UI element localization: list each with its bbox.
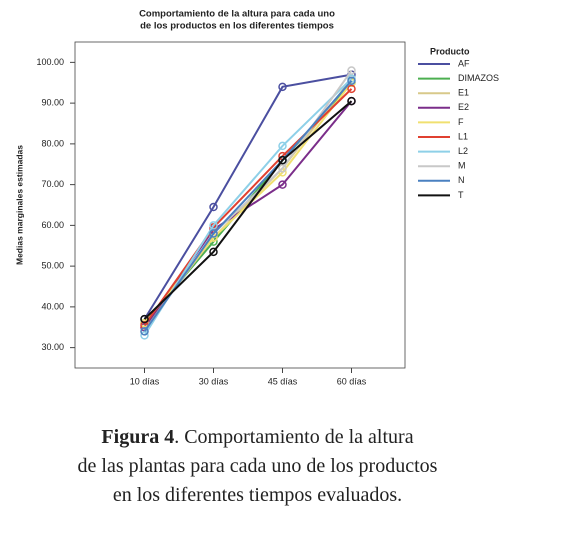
caption-text: . Comportamiento de la altura — [174, 426, 414, 448]
caption-text: de las plantas para cada uno de los prod… — [77, 455, 438, 477]
y-tick-label: 70.00 — [41, 179, 64, 189]
series-line — [143, 100, 353, 328]
legend-label: E2 — [458, 102, 469, 112]
point — [209, 229, 218, 238]
series-line — [143, 100, 353, 320]
y-tick-label: 50.00 — [41, 261, 64, 271]
point — [209, 221, 218, 230]
legend-label: T — [458, 190, 464, 200]
y-axis-label: Medias marginales estimadas — [14, 145, 24, 265]
y-tick-label: 30.00 — [41, 342, 64, 352]
series-line — [143, 73, 352, 320]
y-tick-label: 80.00 — [41, 138, 64, 148]
point — [140, 331, 149, 340]
y-tick-label: 90.00 — [41, 98, 64, 108]
chart: Comportamiento de la altura para cada un… — [14, 9, 499, 387]
legend-label: M — [458, 161, 466, 171]
series-line — [143, 80, 353, 332]
point — [278, 180, 287, 189]
legend-label: L2 — [458, 146, 468, 156]
chart-title: de los productos en los diferentes tiemp… — [140, 21, 334, 32]
legend-label: E1 — [458, 88, 469, 98]
caption-line: de las plantas para cada uno de los prod… — [0, 455, 515, 478]
series-line — [143, 88, 353, 326]
legend-label: N — [458, 175, 465, 185]
chart-title: Comportamiento de la altura para cada un… — [139, 9, 335, 20]
y-tick-label: 60.00 — [41, 220, 64, 230]
legend-label: L1 — [458, 131, 468, 141]
point — [347, 76, 356, 85]
y-tick-label: 40.00 — [41, 301, 64, 311]
caption-line: en los diferentes tiempos evaluados. — [0, 484, 515, 507]
legend-label: F — [458, 117, 464, 127]
point — [209, 202, 218, 212]
caption-line: Figura 4. Comportamiento de la altura — [0, 426, 515, 449]
point — [140, 327, 149, 336]
point — [347, 66, 356, 75]
x-tick-label: 30 días — [199, 376, 229, 386]
series-line — [143, 77, 353, 336]
x-tick-label: 60 días — [337, 376, 367, 386]
x-tick-label: 45 días — [268, 376, 298, 386]
plot-frame — [74, 41, 406, 369]
point — [347, 96, 356, 106]
point — [347, 84, 356, 94]
point — [278, 164, 287, 173]
point — [278, 155, 287, 165]
legend-label: DIMAZOS — [458, 73, 499, 83]
point — [209, 247, 218, 257]
y-tick-label: 100.00 — [36, 57, 64, 67]
point — [278, 141, 287, 151]
legend-label: AF — [458, 58, 470, 68]
caption-text: en los diferentes tiempos evaluados. — [112, 484, 403, 506]
point — [278, 82, 287, 92]
x-tick-label: 10 días — [130, 376, 160, 386]
legend-title: Producto — [430, 46, 470, 56]
point — [140, 314, 149, 324]
caption-label: Figura 4 — [101, 426, 175, 448]
